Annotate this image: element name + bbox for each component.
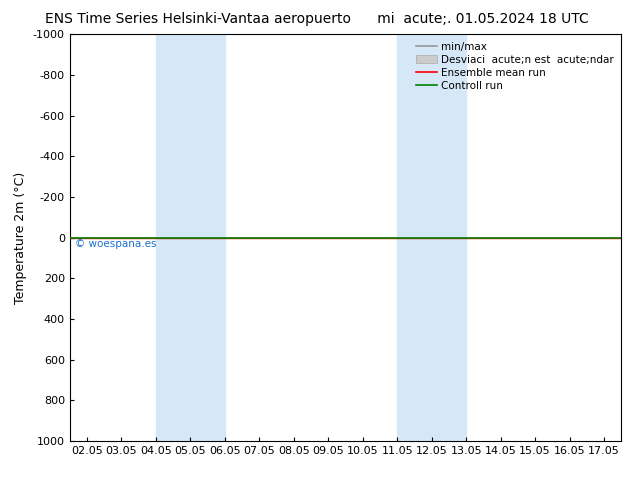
Legend: min/max, Desviaci  acute;n est  acute;ndar, Ensemble mean run, Controll run: min/max, Desviaci acute;n est acute;ndar… [412,37,618,95]
Text: ENS Time Series Helsinki-Vantaa aeropuerto      mi  acute;. 01.05.2024 18 UTC: ENS Time Series Helsinki-Vantaa aeropuer… [45,12,589,26]
Bar [156,34,225,441]
Y-axis label: Temperature 2m (°C): Temperature 2m (°C) [15,172,27,304]
Text: © woespana.es: © woespana.es [75,239,157,249]
Bar [398,34,466,441]
